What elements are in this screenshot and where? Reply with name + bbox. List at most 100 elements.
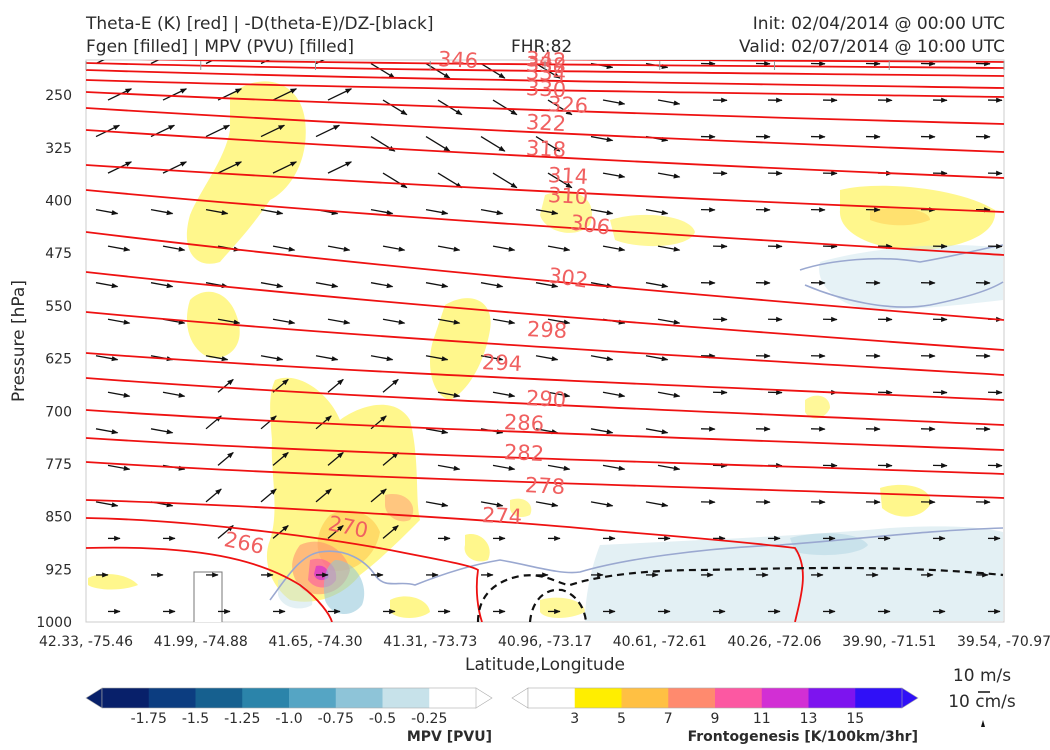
wind-vector bbox=[492, 172, 518, 189]
wind-vector bbox=[645, 428, 669, 435]
title-line-1: Theta-E (K) [red] | -D(theta-E)/DZ-[blac… bbox=[86, 14, 434, 34]
theta-e-label: 282 bbox=[503, 440, 544, 466]
wind-vector bbox=[547, 464, 571, 471]
mpv-outline bbox=[269, 527, 1004, 601]
wind-vector bbox=[602, 99, 626, 106]
mpv-title: MPV [PVU] bbox=[407, 729, 492, 745]
wind-vector bbox=[150, 208, 174, 216]
y-tick-label: 475 bbox=[45, 246, 72, 262]
wind-vector bbox=[425, 208, 449, 216]
wind-vector bbox=[260, 488, 277, 503]
mpv-tick: -1.5 bbox=[182, 711, 209, 727]
wind-vector bbox=[437, 391, 461, 398]
wind-vector bbox=[95, 428, 119, 435]
wind-vector bbox=[382, 318, 406, 325]
fgen-swatch bbox=[574, 688, 622, 708]
wind-vector bbox=[535, 282, 559, 289]
fgen-swatch bbox=[715, 688, 763, 708]
theta-e-contour bbox=[86, 164, 1004, 213]
wind-vector bbox=[107, 245, 131, 252]
wind-vector bbox=[260, 124, 285, 138]
wind-vector bbox=[480, 208, 504, 216]
wind-vector bbox=[602, 172, 626, 179]
wind-vector bbox=[425, 428, 449, 435]
wind-vector bbox=[492, 391, 516, 398]
mpv-tick: -0.5 bbox=[369, 711, 396, 727]
filled-contour bbox=[278, 579, 313, 609]
theta-e-label: 342 bbox=[525, 47, 566, 73]
wind-vector bbox=[492, 464, 516, 471]
fgen-swatch bbox=[528, 688, 576, 708]
wind-vector bbox=[492, 245, 516, 252]
filled-contour bbox=[610, 214, 695, 247]
theta-e-contour bbox=[86, 69, 1004, 89]
wind-vector bbox=[645, 208, 669, 216]
filled-contour bbox=[464, 534, 490, 562]
quiver-key-wind: 10 m/s bbox=[953, 666, 1011, 686]
x-tick-label: 39.54, -70.97 bbox=[957, 634, 1050, 650]
theta-e-contour bbox=[86, 62, 1004, 77]
wind-vector bbox=[657, 391, 681, 398]
wind-vector bbox=[657, 99, 681, 106]
wind-vector bbox=[327, 318, 351, 325]
theta-e-contour bbox=[86, 91, 1004, 125]
x-tick-label: 41.31, -73.73 bbox=[383, 634, 477, 650]
wind-vector bbox=[547, 99, 573, 116]
theta-e-label: 278 bbox=[524, 473, 565, 499]
theta-e-contour bbox=[507, 60, 1004, 63]
wind-vector bbox=[370, 282, 394, 289]
y-tick-label: 775 bbox=[45, 457, 72, 473]
wind-vector bbox=[217, 378, 234, 393]
wind-vector bbox=[95, 208, 119, 216]
theta-e-contour bbox=[137, 60, 1004, 69]
wind-vector bbox=[480, 501, 504, 508]
wind-vector bbox=[272, 525, 289, 539]
wind-vector bbox=[162, 161, 187, 174]
theta-e-label: 330 bbox=[525, 76, 566, 102]
filled-contour bbox=[870, 208, 930, 226]
terrain-block bbox=[193, 571, 223, 622]
wind-vector bbox=[95, 282, 119, 289]
wind-vector bbox=[382, 378, 399, 393]
wind-vector bbox=[425, 501, 449, 508]
wind-vector bbox=[657, 464, 681, 471]
wind-vector bbox=[150, 60, 160, 65]
theta-e-label: 310 bbox=[547, 183, 588, 209]
fgen-tick: 9 bbox=[711, 711, 720, 727]
wind-vector bbox=[480, 282, 504, 289]
theta-e-label: 294 bbox=[481, 350, 522, 376]
wind-vector bbox=[260, 208, 284, 216]
wind-vector bbox=[657, 318, 681, 325]
valid-time: Valid: 02/07/2014 @ 10:00 UTC bbox=[739, 37, 1005, 57]
wind-vector bbox=[370, 488, 387, 503]
wind-vector bbox=[425, 282, 449, 289]
wind-vector bbox=[547, 391, 571, 398]
theta-e-contour bbox=[86, 311, 1004, 376]
y-tick-label: 625 bbox=[45, 352, 72, 368]
wind-vector bbox=[107, 464, 131, 471]
theta-e-label: 298 bbox=[526, 317, 567, 343]
theta-e-label: 346 bbox=[437, 47, 478, 73]
wind-vector bbox=[315, 124, 340, 138]
filled-contour bbox=[805, 395, 830, 419]
wind-vector bbox=[205, 488, 222, 503]
mpv-tick: -0.75 bbox=[318, 711, 354, 727]
mpv-swatch bbox=[242, 688, 290, 708]
theta-e-contour bbox=[86, 189, 1004, 256]
wind-vector bbox=[272, 318, 296, 325]
wind-vector bbox=[205, 355, 229, 362]
wind-vector bbox=[480, 355, 504, 362]
theta-e-label: 302 bbox=[547, 263, 590, 292]
theta-e-contour bbox=[86, 461, 1004, 499]
wind-vector bbox=[382, 172, 408, 189]
wind-vector bbox=[205, 208, 229, 216]
fgen-frame bbox=[527, 687, 903, 709]
wind-vector bbox=[590, 501, 614, 508]
theta-e-contour bbox=[86, 271, 1004, 351]
wind-vector bbox=[602, 464, 626, 471]
wind-vector bbox=[370, 415, 387, 430]
wind-vector bbox=[645, 355, 669, 362]
wind-vector bbox=[645, 282, 669, 289]
theta-e-contour bbox=[86, 546, 333, 622]
theta-e-contour bbox=[86, 107, 1004, 153]
